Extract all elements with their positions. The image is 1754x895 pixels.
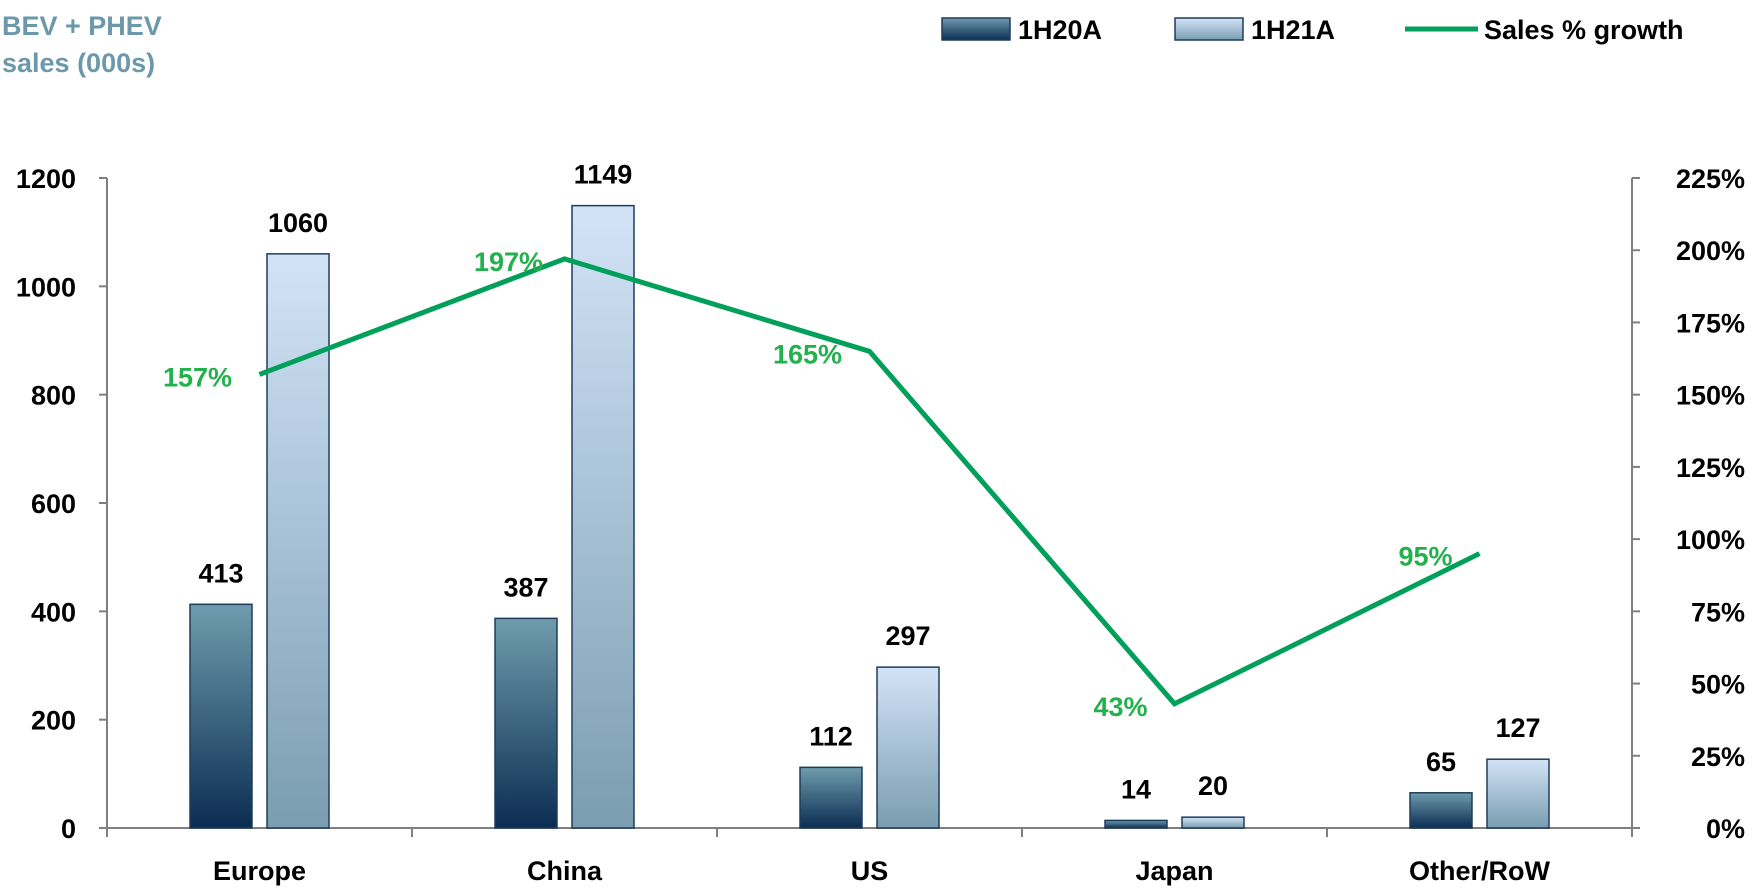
bar-value-label: 112 (809, 721, 853, 751)
legend-label-1h20a: 1H20A (1018, 15, 1102, 45)
bar-1h20a-europe (189, 603, 253, 829)
bar-1h20a-japan (1104, 819, 1168, 829)
bar-value-label: 413 (198, 558, 243, 588)
growth-value-label: 165% (773, 339, 842, 369)
bar-1h20a-other-row (1409, 792, 1473, 829)
sales-growth-line (258, 256, 1481, 707)
y-left-tick-label: 0 (61, 814, 76, 844)
y-right-tick-label: 200% (1676, 236, 1745, 266)
bar-1h21a-china (571, 204, 635, 829)
y-left-tick-label: 200 (31, 706, 76, 736)
y-right-tick-label: 100% (1676, 525, 1745, 555)
category-label: China (527, 856, 603, 886)
bar-value-label: 127 (1495, 713, 1540, 743)
y-right-tick-label: 225% (1676, 164, 1745, 194)
y-left-tick-label: 1200 (16, 164, 76, 194)
bar-value-label: 297 (885, 621, 930, 651)
bars (189, 204, 1550, 829)
legend-swatch-1h21a (1174, 17, 1244, 41)
bar-value-label: 65 (1426, 747, 1456, 777)
y-left-tick-label: 800 (31, 381, 76, 411)
category-label: Other/RoW (1409, 856, 1551, 886)
category-label: Japan (1135, 856, 1213, 886)
bar-1h21a-other-row (1486, 758, 1550, 829)
y-axis-title-line-2: sales (000s) (2, 48, 155, 78)
growth-line-group: 157% 197% 165% 43% 95% (163, 247, 1481, 722)
bar-1h20a-us (799, 766, 863, 829)
bar-value-label: 14 (1121, 774, 1151, 804)
bar-1h20a-china (494, 617, 558, 829)
y-right-tick-label: 0% (1706, 814, 1745, 844)
category-label: US (851, 856, 889, 886)
bar-1h21a-japan (1181, 816, 1245, 829)
y-right-tick-label: 175% (1676, 308, 1745, 338)
legend-label-1h21a: 1H21A (1251, 15, 1335, 45)
growth-value-label: 95% (1398, 542, 1452, 572)
bar-value-label: 1060 (268, 208, 328, 238)
bar-value-labels: 413 1060 387 1149 112 297 14 20 65 127 (198, 160, 1540, 805)
legend-swatch-1h20a (941, 17, 1011, 41)
y-right-tick-label: 25% (1691, 742, 1745, 772)
category-label: Europe (213, 856, 306, 886)
growth-value-label: 197% (474, 247, 543, 277)
bar-value-label: 20 (1198, 771, 1228, 801)
y-left-tick-label: 1000 (16, 272, 76, 302)
growth-value-label: 43% (1093, 692, 1147, 722)
bar-1h21a-europe (266, 253, 330, 829)
bar-value-label: 1149 (574, 160, 633, 190)
y-left-tick-label: 400 (31, 597, 76, 627)
axes: 0 200 400 600 800 1000 1200 0% 25% 50% 75% 100% 125%… (16, 164, 1745, 844)
y-right-tick-label: 50% (1691, 670, 1745, 700)
category-labels: Europe China US Japan Other/RoW (213, 856, 1551, 886)
legend-label-sales-growth: Sales % growth (1484, 15, 1684, 45)
bar-value-label: 387 (503, 572, 548, 602)
y-axis-title-line-1: BEV + PHEV (2, 11, 162, 41)
bar-1h21a-us (876, 666, 940, 829)
growth-value-label: 157% (163, 362, 232, 392)
y-right-tick-label: 75% (1691, 597, 1745, 627)
legend: 1H20A 1H21A Sales % growth (941, 15, 1684, 45)
y-right-tick-label: 125% (1676, 453, 1745, 483)
y-right-tick-label: 150% (1676, 381, 1745, 411)
y-left-tick-label: 600 (31, 489, 76, 519)
